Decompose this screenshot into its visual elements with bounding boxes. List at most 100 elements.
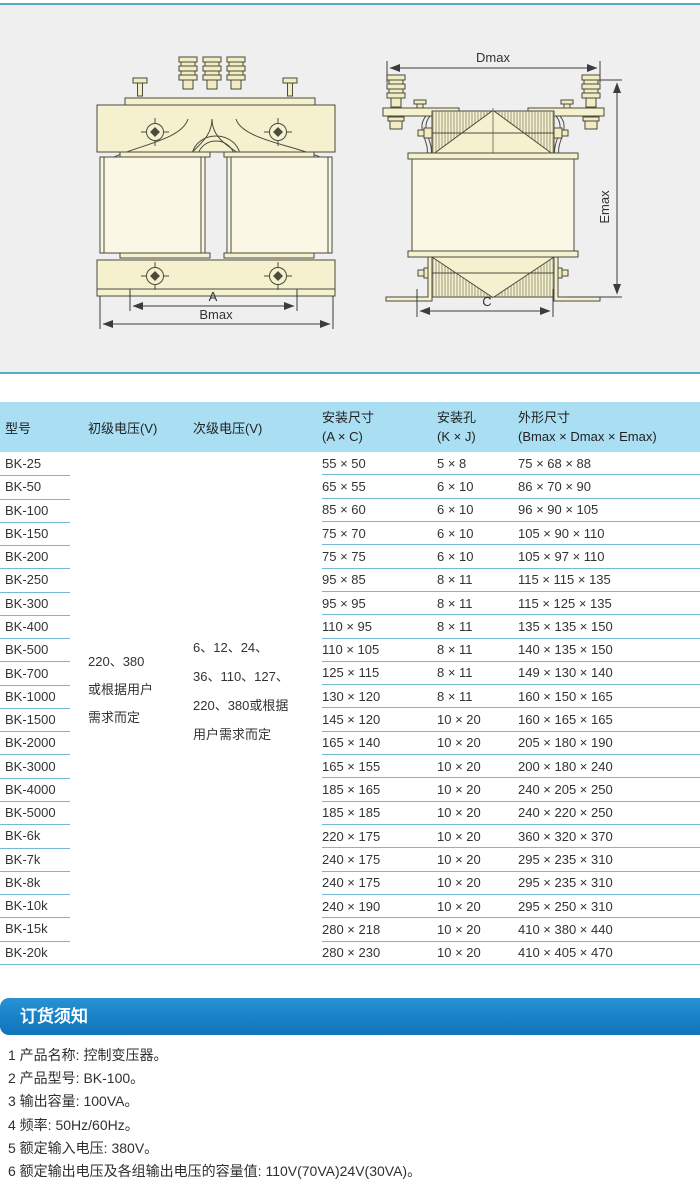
- mount-cell: 130 × 120: [322, 688, 381, 704]
- table-row: 165 × 140 10 × 20 205 × 180 × 190: [322, 732, 700, 756]
- mount-cell: 85 × 60: [322, 502, 366, 518]
- outline-cell: 240 × 205 × 250: [518, 782, 613, 798]
- mount-cell: 240 × 175: [322, 875, 381, 891]
- transformer-drawing-panel: A Bmax: [0, 3, 700, 374]
- hole-cell: 10 × 20: [437, 898, 481, 914]
- header-hole-sub: (K × J): [437, 429, 476, 444]
- mount-cell: 65 × 55: [322, 478, 366, 494]
- hole-cell: 10 × 20: [437, 851, 481, 867]
- notice-item: 4 频率: 50Hz/60Hz。: [8, 1116, 139, 1133]
- outline-cell: 135 × 135 × 150: [518, 618, 613, 634]
- outline-cell: 160 × 165 × 165: [518, 712, 613, 728]
- model-cell: BK-700: [0, 661, 88, 686]
- dim-label-a: A: [209, 289, 218, 304]
- dim-label-emax: Emax: [597, 190, 612, 224]
- mount-cell: 95 × 95: [322, 595, 366, 611]
- table-body: BK-25 BK-50 BK-100 BK-150 BK-200 BK-250 BK-300…: [0, 452, 700, 965]
- voltage-line: 36、110、127、: [193, 669, 289, 684]
- notice-item: 3 输出容量: 100VA。: [8, 1093, 139, 1110]
- mount-cell: 165 × 140: [322, 735, 381, 751]
- voltage-line: 6、12、24、: [193, 640, 269, 655]
- outline-cell: 96 × 90 × 105: [518, 502, 599, 518]
- hole-cell: 10 × 20: [437, 782, 481, 798]
- table-row: 280 × 230 10 × 20 410 × 405 × 470: [322, 942, 700, 964]
- voltage-line: 用户需求而定: [193, 727, 272, 742]
- model-cell: BK-3000: [0, 754, 88, 779]
- outline-cell: 160 × 150 × 165: [518, 688, 613, 704]
- model-cell: BK-1000: [0, 685, 88, 710]
- table-row: 240 × 175 10 × 20 295 × 235 × 310: [322, 848, 700, 872]
- table-row: 185 × 165 10 × 20 240 × 205 × 250: [322, 778, 700, 802]
- hole-cell: 6 × 10: [437, 525, 474, 541]
- mount-cell: 110 × 105: [322, 642, 380, 658]
- header-outline-sub: (Bmax × Dmax × Emax): [518, 429, 657, 444]
- mount-cell: 280 × 218: [322, 921, 381, 937]
- model-cell: BK-6k: [0, 824, 88, 849]
- outline-cell: 410 × 405 × 470: [518, 945, 613, 961]
- table-row: 75 × 70 6 × 10 105 × 90 × 110: [322, 522, 700, 546]
- dim-label-dmax: Dmax: [476, 50, 510, 65]
- front-view-dimensions: [99, 289, 334, 329]
- mount-cell: 185 × 165: [322, 782, 381, 798]
- outline-cell: 140 × 135 × 150: [518, 642, 613, 658]
- hole-cell: 6 × 10: [437, 548, 474, 564]
- table-row: 240 × 190 10 × 20 295 × 250 × 310: [322, 895, 700, 919]
- model-cell: BK-7k: [0, 848, 88, 873]
- outline-cell: 105 × 97 × 110: [518, 548, 605, 564]
- mount-cell: 145 × 120: [322, 712, 381, 728]
- outline-cell: 75 × 68 × 88: [518, 455, 592, 471]
- table-row: 145 × 120 10 × 20 160 × 165 × 165: [322, 708, 700, 732]
- data-rows: 55 × 50 5 × 8 75 × 68 × 88 65 × 55 6 × 10 86 …: [322, 452, 700, 964]
- outline-cell: 115 × 115 × 135: [518, 572, 611, 588]
- spec-table: 型号 初级电压(V) 次级电压(V) 安装尺寸 (A × C) 安装孔 (K ×…: [0, 402, 700, 965]
- hole-cell: 8 × 11: [437, 642, 473, 658]
- header-outline-title: 外形尺寸: [518, 409, 571, 425]
- hole-cell: 10 × 20: [437, 758, 481, 774]
- table-row: 110 × 95 8 × 11 135 × 135 × 150: [322, 615, 700, 639]
- mount-cell: 75 × 75: [322, 548, 366, 564]
- mount-cell: 95 × 85: [322, 572, 366, 588]
- table-row: 280 × 218 10 × 20 410 × 380 × 440: [322, 918, 700, 942]
- dim-label-c: C: [482, 294, 491, 309]
- model-cell: BK-400: [0, 615, 88, 640]
- table-row: 125 × 115 8 × 11 149 × 130 × 140: [322, 662, 700, 686]
- header-mount-size: 安装尺寸 (A × C): [322, 408, 437, 447]
- notice-item: 6 额定输出电压及各组输出电压的容量值: 110V(70VA)24V(30VA)…: [8, 1162, 422, 1179]
- model-cell: BK-50: [0, 475, 88, 500]
- header-mount-hole: 安装孔 (K × J): [437, 408, 518, 447]
- model-cell: BK-4000: [0, 778, 88, 803]
- hole-cell: 6 × 10: [437, 502, 474, 518]
- model-cell: BK-8k: [0, 871, 88, 896]
- model-cell: BK-200: [0, 545, 88, 570]
- outline-cell: 115 × 125 × 135: [518, 595, 612, 611]
- order-notice-banner: 订货须知: [0, 998, 700, 1035]
- secondary-voltage-cell: 6、12、24、 36、110、127、 220、380或根据 用户需求而定: [193, 452, 322, 964]
- hole-cell: 8 × 11: [437, 595, 473, 611]
- table-row: 55 × 50 5 × 8 75 × 68 × 88: [322, 452, 700, 476]
- model-cell: BK-150: [0, 522, 88, 547]
- model-cell: BK-5000: [0, 801, 88, 826]
- header-hole-title: 安装孔: [437, 409, 477, 425]
- hole-cell: 8 × 11: [437, 618, 473, 634]
- side-view-dimensions: [386, 61, 622, 317]
- outline-cell: 295 × 235 × 310: [518, 875, 613, 891]
- header-outline-size: 外形尺寸 (Bmax × Dmax × Emax): [518, 408, 700, 447]
- notice-item: 2 产品型号: BK-100。: [8, 1070, 145, 1087]
- model-cell: BK-250: [0, 568, 88, 593]
- mount-cell: 185 × 185: [322, 805, 381, 821]
- primary-voltage-cell: 220、380 或根据用户 需求而定: [88, 452, 193, 964]
- notice-item: 5 额定输入电压: 380V。: [8, 1139, 159, 1156]
- model-cell: BK-300: [0, 592, 88, 617]
- header-secondary-voltage: 次级电压(V): [193, 421, 263, 436]
- mount-cell: 165 × 155: [322, 758, 381, 774]
- table-row: 95 × 95 8 × 11 115 × 125 × 135: [322, 592, 700, 616]
- outline-cell: 240 × 220 × 250: [518, 805, 613, 821]
- outline-cell: 295 × 235 × 310: [518, 851, 613, 867]
- table-row: 95 × 85 8 × 11 115 × 115 × 135: [322, 569, 700, 592]
- voltage-line: 220、380或根据: [193, 698, 289, 713]
- mount-cell: 110 × 95: [322, 618, 373, 634]
- model-cell: BK-10k: [0, 894, 88, 919]
- table-row: 220 × 175 10 × 20 360 × 320 × 370: [322, 825, 700, 849]
- model-cell: BK-1500: [0, 708, 88, 733]
- transformer-drawing: A Bmax: [96, 50, 622, 329]
